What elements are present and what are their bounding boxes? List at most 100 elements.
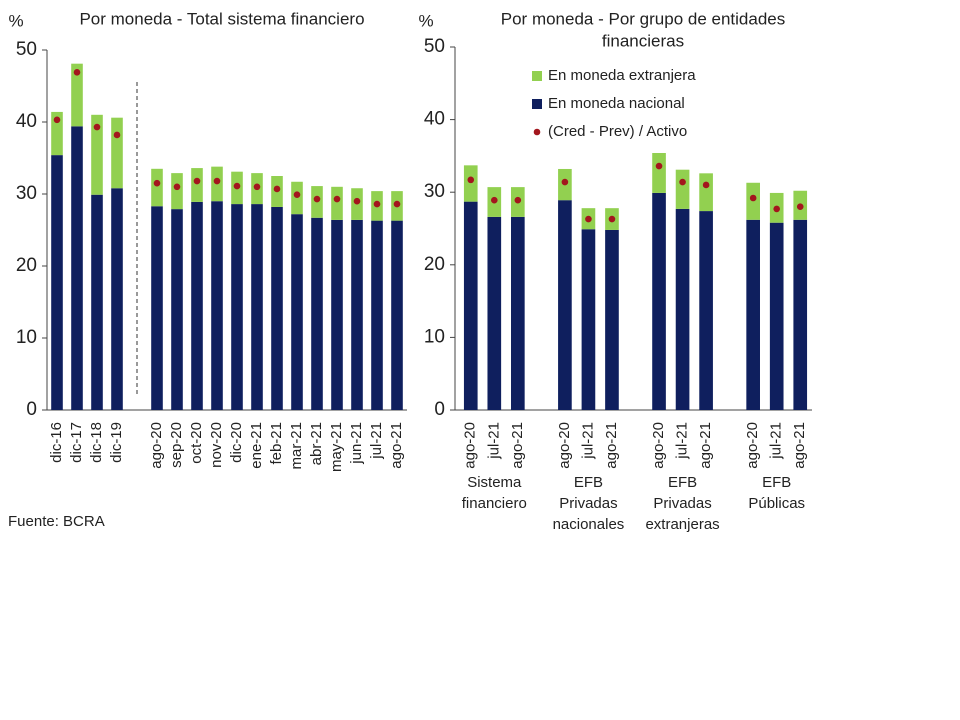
- y-tick-label: 40: [16, 111, 37, 132]
- bar-segment: [675, 169, 690, 209]
- dot: [561, 178, 569, 186]
- x-tick-label: feb-21: [268, 422, 285, 465]
- bar-segment: [675, 208, 690, 410]
- x-tick-label: dic-18: [88, 422, 105, 463]
- dot: [702, 181, 710, 189]
- y-tick-label: 50: [16, 39, 37, 60]
- dot: [514, 196, 522, 204]
- x-tick-label: dic-19: [108, 422, 125, 463]
- y-tick-label: 0: [434, 399, 445, 420]
- dot: [773, 205, 780, 213]
- y-axis-label: %: [418, 11, 433, 30]
- legend-label: (Cred - Prev) / Activo: [548, 123, 687, 140]
- x-tick-label: ago-20: [148, 422, 165, 469]
- legend-marker: [533, 128, 541, 136]
- y-tick-label: 30: [424, 181, 445, 202]
- bar-segment: [51, 155, 63, 410]
- bar-segment: [271, 206, 283, 410]
- chart-title: Por moneda - Por grupo de entidades: [501, 9, 785, 28]
- group-label: EFB: [762, 474, 791, 491]
- x-tick-label: dic-16: [48, 422, 65, 463]
- group-label: Públicas: [748, 495, 805, 512]
- legend-label: En moneda extranjera: [548, 67, 696, 84]
- bar-segment: [71, 63, 83, 127]
- bar-segment: [511, 216, 525, 410]
- dot: [113, 131, 121, 139]
- x-tick-label: jun-21: [348, 422, 365, 465]
- x-tick-label: dic-17: [68, 422, 85, 463]
- dot: [491, 196, 498, 204]
- x-tick-label: may-21: [328, 422, 345, 472]
- y-tick-label: 30: [16, 183, 37, 204]
- y-tick-label: 20: [16, 255, 37, 276]
- y-tick-label: 10: [424, 326, 445, 347]
- x-tick-label: jul-21: [485, 422, 502, 460]
- bar-segment: [91, 194, 103, 410]
- dot: [796, 203, 804, 211]
- dot: [213, 177, 221, 185]
- dot: [679, 178, 686, 186]
- bar-segment: [331, 219, 343, 410]
- x-tick-label: ago-21: [697, 422, 714, 469]
- dot: [193, 177, 201, 185]
- bar-segment: [251, 204, 263, 410]
- dot: [373, 200, 381, 208]
- bar-segment: [191, 168, 203, 202]
- bar-segment: [391, 220, 403, 410]
- bar-segment: [605, 229, 619, 410]
- x-tick-label: ago-21: [791, 422, 808, 469]
- x-tick-label: ago-21: [509, 422, 526, 469]
- x-tick-label: oct-20: [188, 422, 205, 464]
- y-tick-label: 10: [16, 327, 37, 348]
- bar-segment: [111, 117, 123, 189]
- dot: [173, 183, 181, 191]
- bar-segment: [151, 206, 163, 410]
- bar-segment: [151, 168, 163, 207]
- dot: [313, 195, 321, 203]
- legend-swatch: [532, 71, 542, 81]
- group-label: Privadas: [559, 495, 617, 512]
- bar-segment: [652, 192, 666, 410]
- dot: [73, 69, 81, 76]
- dot: [93, 123, 101, 131]
- x-tick-label: jul-21: [368, 422, 385, 460]
- bar-segment: [231, 204, 243, 410]
- legend-swatch: [532, 99, 542, 109]
- x-tick-label: ene-21: [248, 422, 265, 469]
- group-label: extranjeras: [645, 516, 719, 533]
- dot: [749, 194, 757, 202]
- bar-segment: [581, 229, 596, 410]
- x-tick-label: ago-20: [744, 422, 761, 469]
- dot: [393, 200, 401, 208]
- bar-segment: [371, 220, 383, 410]
- chart-title: financieras: [602, 31, 684, 50]
- bar-segment: [211, 201, 223, 410]
- dot: [585, 215, 592, 223]
- bar-segment: [699, 173, 713, 212]
- x-tick-label: nov-20: [208, 422, 225, 468]
- dot: [253, 183, 261, 191]
- bar-segment: [71, 126, 83, 410]
- dot: [655, 162, 663, 170]
- chart-title: Por moneda - Total sistema financiero: [79, 9, 364, 28]
- x-tick-label: jul-21: [768, 422, 785, 460]
- bar-segment: [558, 200, 572, 410]
- dot: [273, 185, 281, 193]
- group-label: EFB: [668, 474, 697, 491]
- bar-segment: [331, 186, 343, 220]
- group-label: Sistema: [467, 474, 522, 491]
- bar-segment: [699, 211, 713, 410]
- bar-segment: [487, 216, 502, 410]
- x-tick-label: abr-21: [308, 422, 325, 465]
- bar-segment: [291, 214, 303, 410]
- x-tick-label: jul-21: [674, 422, 691, 460]
- y-axis-label: %: [8, 11, 23, 30]
- y-tick-label: 50: [424, 36, 445, 57]
- bar-segment: [746, 219, 760, 410]
- bar-segment: [171, 209, 183, 410]
- bar-segment: [171, 173, 183, 210]
- dot: [293, 191, 301, 199]
- x-tick-label: ago-20: [462, 422, 479, 469]
- bar-segment: [769, 222, 784, 410]
